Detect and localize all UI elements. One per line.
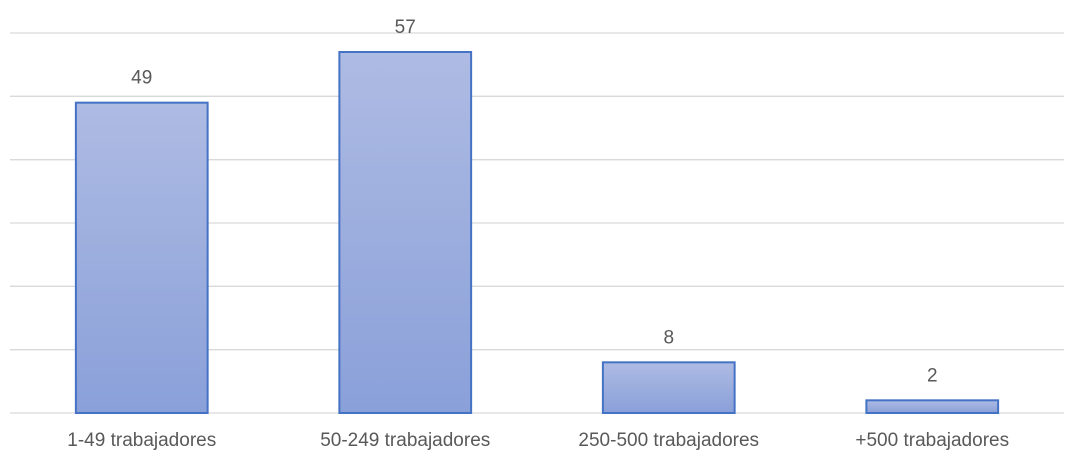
bar [601,361,736,415]
x-tick-label: 50-249 trabajadores [320,430,490,451]
bar [338,51,473,414]
data-label: 57 [395,17,416,38]
data-label: 8 [663,327,674,348]
x-tick-label: 1-49 trabajadores [67,430,216,451]
x-tick-label: +500 trabajadores [855,430,1009,451]
x-tick-label: 250-500 trabajadores [578,430,759,451]
data-label: 2 [927,365,938,386]
bar [74,101,209,415]
data-label: 49 [131,68,152,89]
bar [865,399,1000,415]
